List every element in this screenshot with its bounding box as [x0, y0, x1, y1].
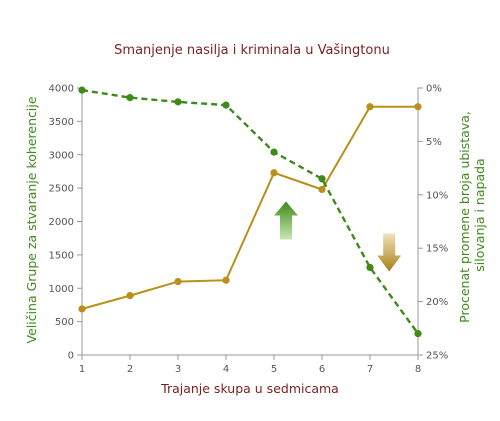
left-axis-series-point — [414, 103, 422, 111]
left-axis-series-point — [126, 291, 134, 300]
right-axis-series-point — [126, 94, 134, 102]
left-tick-label: 4000 — [49, 84, 74, 95]
left-axis-series-line — [81, 105, 418, 310]
left-axis-series-point — [366, 103, 374, 111]
up-arrow-icon — [274, 201, 298, 240]
x-tick-label: 7 — [367, 364, 373, 375]
left-axis-series-point — [174, 277, 182, 286]
right-axis-series-point — [414, 330, 422, 338]
x-tick-label: 5 — [271, 364, 277, 375]
left-tick-label: 2000 — [49, 217, 74, 228]
annotations — [274, 201, 402, 272]
down-arrow-icon — [377, 233, 402, 272]
right-tick-label: 10% — [426, 190, 448, 201]
series-layer — [78, 86, 422, 338]
x-tick-label: 4 — [223, 364, 229, 375]
right-axis-series-point — [366, 263, 374, 272]
left-tick-label: 3500 — [49, 117, 74, 128]
x-tick-label: 3 — [175, 364, 181, 375]
left-axis-label: Veličina Grupe za stvaranje koherencije — [24, 96, 39, 343]
x-tick-label: 8 — [415, 364, 421, 375]
x-axis-ticks: 1 2 3 4 5 6 7 8 — [79, 355, 421, 375]
x-axis-label: Trajanje skupa u sedmicama — [160, 381, 339, 396]
right-tick-label: 0% — [426, 84, 442, 95]
left-tick-label: 1500 — [49, 250, 74, 261]
left-tick-label: 3000 — [49, 150, 74, 161]
right-tick-label: 5% — [426, 137, 442, 148]
right-tick-label: 20% — [426, 297, 448, 308]
left-tick-label: 1000 — [49, 284, 74, 295]
left-tick-label: 500 — [55, 317, 74, 328]
right-axis-series-point — [270, 148, 278, 156]
right-axis-series-line — [81, 88, 419, 335]
right-axis-label-line-1: Procenat promene broja ubistava, — [457, 111, 472, 323]
left-tick-label: 2500 — [49, 184, 74, 195]
right-axis-series-point — [78, 86, 86, 94]
left-axis-ticks: 0 500 1000 1500 2000 2500 3000 3500 4000 — [49, 84, 82, 362]
x-tick-label: 6 — [319, 364, 325, 375]
right-axis-ticks: 0% 5% 10% 15% 20% 25% — [418, 84, 448, 362]
x-tick-label: 2 — [127, 364, 133, 375]
chart-title: Smanjenje nasilja i kriminala u Vašingto… — [114, 43, 390, 58]
left-axis-series-point — [270, 169, 278, 177]
right-tick-label: 15% — [426, 244, 448, 255]
left-axis-series-point — [318, 185, 326, 194]
right-tick-label: 25% — [426, 351, 448, 362]
left-axis-series-point — [78, 305, 86, 313]
right-axis-label-line-2: silovanja i napada — [472, 158, 487, 271]
x-tick-label: 1 — [79, 364, 85, 375]
right-axis-series-point — [318, 175, 326, 183]
left-axis-series-point — [222, 276, 230, 284]
left-tick-label: 0 — [68, 351, 74, 362]
plot-area — [81, 88, 419, 356]
right-axis-label: Procenat promene broja ubistava, silovan… — [457, 107, 487, 323]
right-axis-series-point — [222, 101, 230, 109]
right-axis-series-point — [174, 98, 182, 106]
